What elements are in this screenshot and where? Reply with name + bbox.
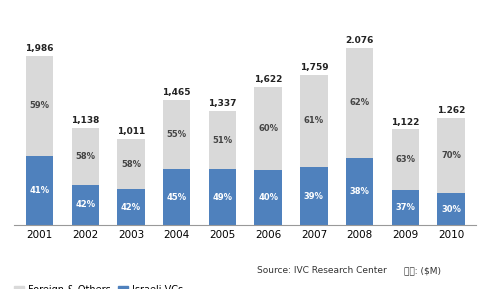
Text: 55%: 55%: [167, 130, 186, 139]
Text: 37%: 37%: [395, 203, 414, 212]
Text: 1,759: 1,759: [299, 63, 327, 72]
Bar: [208, 111, 236, 169]
Text: 1,986: 1,986: [25, 44, 54, 53]
Text: 42%: 42%: [120, 203, 141, 212]
Bar: [72, 128, 99, 185]
Bar: [345, 158, 372, 225]
Text: 41%: 41%: [29, 186, 49, 195]
Text: 39%: 39%: [303, 192, 323, 201]
Text: 42%: 42%: [75, 201, 95, 210]
Bar: [117, 189, 144, 225]
Text: 51%: 51%: [212, 136, 232, 145]
Bar: [208, 169, 236, 225]
Text: Source: IVC Research Center: Source: IVC Research Center: [257, 266, 386, 275]
Bar: [117, 139, 144, 189]
Text: 62%: 62%: [349, 99, 369, 108]
Legend: Foreign & Others, Israeli VCs: Foreign & Others, Israeli VCs: [10, 281, 186, 289]
Text: 1,465: 1,465: [162, 88, 191, 97]
Bar: [26, 156, 53, 225]
Text: 단위: ($M): 단위: ($M): [403, 266, 440, 275]
Text: 58%: 58%: [75, 152, 95, 161]
Text: 58%: 58%: [121, 160, 141, 168]
Text: 40%: 40%: [258, 193, 277, 202]
Text: 1.262: 1.262: [436, 105, 464, 114]
Bar: [163, 100, 190, 169]
Bar: [436, 193, 464, 225]
Bar: [254, 170, 281, 225]
Text: 45%: 45%: [167, 193, 186, 202]
Bar: [345, 48, 372, 158]
Text: 63%: 63%: [395, 155, 414, 164]
Text: 2.076: 2.076: [345, 36, 373, 45]
Bar: [254, 87, 281, 170]
Bar: [391, 129, 418, 190]
Bar: [436, 118, 464, 193]
Text: 1,011: 1,011: [117, 127, 145, 136]
Text: 70%: 70%: [440, 151, 460, 160]
Text: 1,622: 1,622: [253, 75, 282, 84]
Text: 1,138: 1,138: [71, 116, 99, 125]
Text: 49%: 49%: [212, 193, 232, 202]
Bar: [163, 169, 190, 225]
Text: 61%: 61%: [303, 116, 323, 125]
Bar: [391, 190, 418, 225]
Bar: [300, 167, 327, 225]
Text: 1,122: 1,122: [390, 118, 419, 127]
Text: 38%: 38%: [349, 187, 369, 196]
Text: 1,337: 1,337: [208, 99, 236, 108]
Bar: [300, 75, 327, 167]
Text: 30%: 30%: [440, 205, 460, 214]
Text: 59%: 59%: [29, 101, 49, 110]
Text: 60%: 60%: [258, 124, 277, 133]
Bar: [26, 55, 53, 156]
Bar: [72, 185, 99, 225]
